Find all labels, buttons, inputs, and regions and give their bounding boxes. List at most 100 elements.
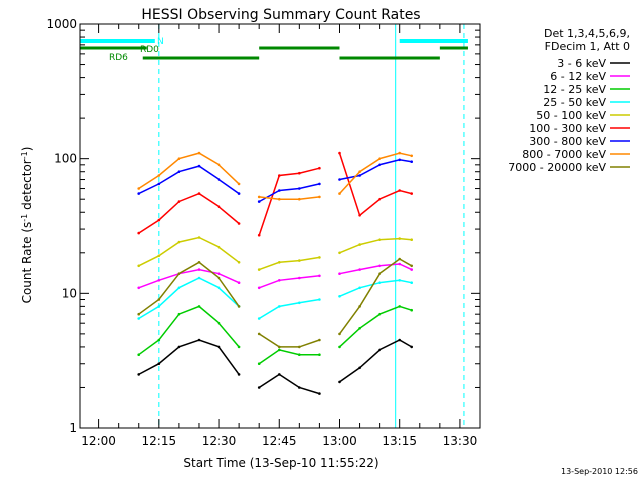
data-point [278, 174, 281, 177]
data-point [197, 261, 201, 264]
data-point [217, 286, 221, 290]
series-1 [137, 338, 414, 395]
series-line-9-2 [258, 333, 320, 348]
data-point [358, 174, 361, 177]
data-point [338, 178, 341, 181]
x-tick-label: 13:15 [382, 434, 417, 448]
data-point [358, 366, 361, 370]
series-line-1-1 [138, 339, 240, 376]
data-point [137, 264, 140, 268]
data-point [298, 301, 301, 305]
data-point [318, 195, 321, 199]
series-line-4-2 [258, 298, 320, 320]
data-point [257, 268, 261, 271]
data-point [358, 268, 361, 271]
data-point [217, 272, 221, 276]
data-point [358, 327, 361, 330]
legend-entry-label: 300 - 800 keV [529, 135, 606, 148]
series-line-8-2 [259, 196, 320, 200]
data-point [257, 286, 261, 290]
data-point [378, 163, 381, 167]
data-point [197, 236, 201, 239]
data-point [338, 151, 341, 155]
y-axis-label: Count Rate (s-1 detector-1) [20, 147, 35, 304]
data-point [358, 286, 361, 290]
legend-entry-label: 800 - 7000 keV [522, 148, 606, 161]
chart-title: HESSI Observing Summary Count Rates [141, 7, 420, 23]
data-point [378, 312, 381, 316]
data-point [177, 240, 181, 244]
data-point [378, 157, 381, 160]
data-point [137, 187, 140, 190]
legend-entry-label: 25 - 50 keV [543, 96, 606, 109]
legend-header-line: Det 1,3,4,5,6,9, [544, 27, 630, 40]
data-point [137, 317, 140, 320]
data-point [137, 286, 140, 290]
data-point [358, 305, 361, 308]
data-point [237, 281, 241, 285]
data-point [157, 305, 161, 308]
data-point [398, 237, 402, 240]
data-point [298, 171, 301, 175]
data-point [157, 298, 161, 301]
data-point [338, 295, 341, 298]
data-point [257, 233, 261, 237]
data-point [157, 362, 161, 366]
data-point [157, 338, 161, 342]
data-point [197, 305, 201, 308]
data-point [137, 312, 140, 316]
data-point [237, 182, 241, 186]
series-line-7-1 [138, 165, 240, 195]
data-point [298, 353, 301, 357]
data-point [157, 174, 161, 177]
data-point [257, 200, 261, 203]
legend-entry-label: 100 - 300 keV [529, 122, 606, 135]
data-point [338, 192, 341, 195]
data-point [318, 353, 321, 357]
data-point [197, 276, 201, 280]
data-point [378, 264, 381, 268]
data-point [197, 338, 201, 342]
data-point [157, 279, 161, 282]
data-point [278, 305, 281, 308]
data-point [410, 281, 414, 285]
plot-frame [79, 23, 481, 429]
data-point [278, 279, 281, 282]
data-point [157, 254, 161, 258]
data-point [398, 257, 402, 261]
data-point [217, 178, 221, 181]
data-point [237, 192, 241, 195]
data-point [137, 231, 140, 235]
series-7 [137, 158, 414, 203]
data-point [257, 362, 261, 366]
data-point [137, 192, 140, 195]
series-line-7-2 [258, 183, 320, 203]
data-point [318, 298, 321, 301]
data-point [410, 154, 414, 158]
data-point [237, 345, 241, 349]
legend-entry-label: 50 - 100 keV [536, 109, 606, 122]
data-point [298, 197, 301, 201]
data-point [257, 317, 261, 320]
data-point [398, 338, 402, 342]
data-point [298, 345, 301, 349]
series-line-2-2 [258, 275, 320, 289]
data-point [410, 268, 414, 271]
data-point [410, 345, 414, 349]
x-tick-label: 12:45 [262, 434, 297, 448]
data-point [410, 192, 414, 195]
data-point [398, 151, 402, 155]
series-line-9-1 [138, 261, 240, 315]
flag-label-rd0: RD0 [140, 45, 159, 55]
data-point [177, 170, 181, 173]
series-8 [137, 151, 414, 201]
x-tick-label: 13:00 [322, 434, 357, 448]
flag-label-n: N [157, 37, 164, 47]
data-point [278, 197, 281, 201]
data-point [378, 238, 381, 241]
data-point [217, 163, 221, 167]
x-tick-label: 12:30 [202, 434, 237, 448]
data-point [410, 264, 414, 268]
data-point [338, 251, 341, 255]
